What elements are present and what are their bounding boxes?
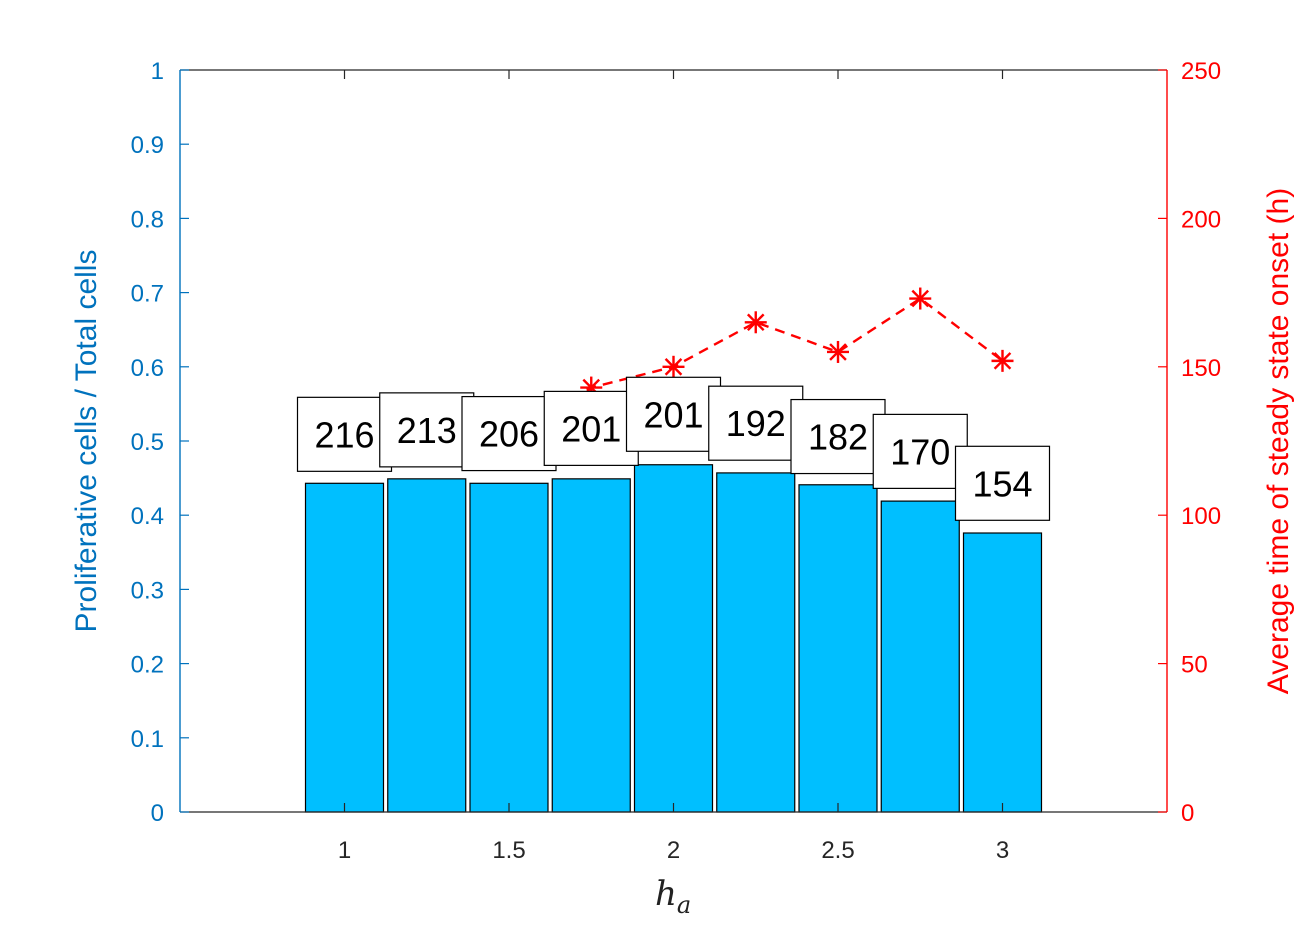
right-tick-label: 50 (1181, 652, 1208, 679)
line-marker-stroke (664, 358, 683, 376)
line-marker (744, 311, 767, 334)
count-label: 201 (561, 408, 621, 449)
count-label: 206 (479, 414, 539, 455)
bar (798, 484, 878, 813)
left-tick-label: 0.4 (131, 503, 164, 530)
count-label: 182 (808, 417, 868, 458)
count-label-box: 182 (790, 398, 886, 475)
x-axis-title: ha (655, 874, 691, 919)
left-tick-label: 0.1 (131, 726, 164, 753)
axes-group: 0 0.1 0.2 0.3 0.4 0.5 0.6 0.7 0.8 0.9 1 0 50 100 150 20… (131, 58, 1221, 864)
left-tick-label: 0.9 (131, 132, 164, 159)
bar (387, 478, 467, 813)
count-label-frame (543, 390, 639, 466)
x-tick-label: 2 (667, 837, 680, 864)
count-label: 201 (643, 394, 703, 435)
line-marker-stroke (993, 352, 1012, 370)
left-tick-label: 0.3 (131, 577, 164, 604)
x-axis-title-main: h (655, 874, 677, 914)
line-marker (662, 355, 685, 378)
x-axis-title-subscript: a (677, 891, 691, 919)
left-tick-label: 0.5 (131, 429, 164, 456)
bar (962, 532, 1043, 813)
line-marker-stroke (911, 289, 930, 308)
count-label-box: 170 (872, 413, 968, 489)
count-label-box: 201 (625, 376, 722, 452)
left-tick-label: 0.2 (131, 652, 164, 679)
line-marker (909, 287, 932, 310)
right-tick-label: 250 (1181, 58, 1221, 85)
x-tick-label: 3 (996, 837, 1009, 864)
count-label: 213 (397, 410, 457, 451)
right-tick-label: 150 (1181, 355, 1221, 382)
bar (716, 472, 796, 813)
line-marker (827, 340, 849, 363)
line-marker-stroke (829, 343, 847, 361)
count-label-frame (296, 396, 393, 472)
count-labels-group: 216 213 206 201 201 192 182 170 154 (296, 376, 1051, 521)
left-tick-label: 0.6 (131, 355, 164, 382)
count-label: 154 (972, 463, 1032, 504)
left-tick-label: 1 (151, 58, 164, 85)
bar (551, 478, 631, 813)
left-tick-label: 0 (151, 800, 164, 827)
left-tick-label: 0.7 (131, 281, 164, 308)
count-label-box: 192 (708, 385, 804, 461)
bar (469, 482, 549, 813)
count-label: 192 (726, 403, 786, 444)
count-label-box: 201 (543, 390, 639, 466)
left-tick-label: 0.8 (131, 206, 164, 233)
count-label: 216 (314, 414, 374, 455)
count-label-frame (954, 445, 1051, 521)
bar (633, 464, 714, 813)
count-label-box: 213 (379, 392, 475, 468)
count-label-frame (625, 376, 722, 452)
x-tick-label: 1 (338, 837, 351, 864)
right-tick-label: 200 (1181, 206, 1221, 233)
right-tick-label: 0 (1181, 800, 1194, 827)
bar (304, 482, 385, 813)
left-axis-title: Proliferative cells / Total cells (70, 250, 103, 633)
count-label-frame (872, 413, 968, 489)
line-marker-stroke (746, 313, 765, 332)
right-axis-title: Average time of steady state onset (h) (1262, 188, 1295, 694)
line-marker (991, 349, 1014, 372)
count-label: 170 (890, 431, 950, 472)
bar (880, 500, 960, 813)
count-label-box: 206 (461, 395, 557, 472)
x-tick-label: 2.5 (821, 837, 854, 864)
count-label-box: 216 (296, 396, 393, 472)
bars-group (304, 464, 1043, 813)
count-label-box: 154 (954, 445, 1051, 521)
right-tick-label: 100 (1181, 503, 1221, 530)
x-tick-label: 1.5 (492, 837, 525, 864)
count-label-frame (461, 395, 557, 472)
